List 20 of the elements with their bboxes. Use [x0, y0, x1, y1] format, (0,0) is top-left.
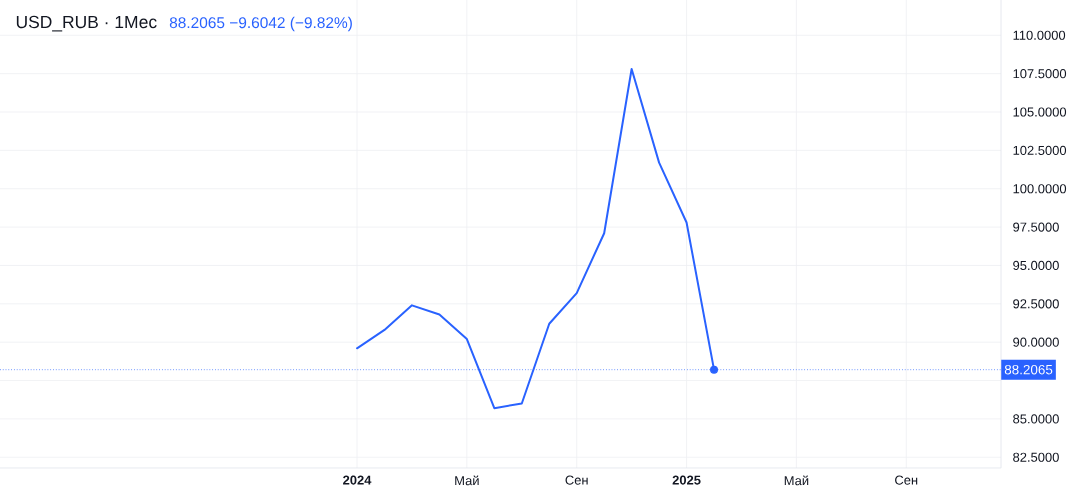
y-tick-label: 95.0000 — [1013, 260, 1059, 271]
y-tick-label: 92.5000 — [1013, 299, 1059, 309]
text: 88.2065 −9.6042 (−9.82%) — [169, 16, 352, 32]
x-tick-label: Сен — [895, 475, 918, 485]
y-tick-label: 90.0000 — [1013, 337, 1059, 347]
y-tick-label: 102.5000 — [1013, 145, 1067, 155]
y-tick-label: 107.5000 — [1013, 69, 1067, 79]
y-tick-label: 97.5000 — [1013, 222, 1059, 232]
x-tick-label: Май — [784, 475, 809, 486]
ref-line-label: 88.2065 — [1004, 364, 1053, 375]
y-tick-label: 85.0000 — [1013, 414, 1059, 424]
x-tick-label: Сен — [565, 475, 588, 485]
y-tick-label: 100.0000 — [1013, 184, 1067, 194]
y-tick-label: 105.0000 — [1013, 107, 1067, 117]
x-tick-label: 2024 — [343, 475, 372, 485]
x-tick-label: 2025 — [672, 475, 701, 485]
text: USD_RUB · 1Мес — [16, 15, 157, 32]
y-tick-label: 110.0000 — [1013, 30, 1066, 40]
y-tick-label: 82.5000 — [1013, 452, 1059, 462]
x-tick-label: Май — [455, 475, 479, 486]
